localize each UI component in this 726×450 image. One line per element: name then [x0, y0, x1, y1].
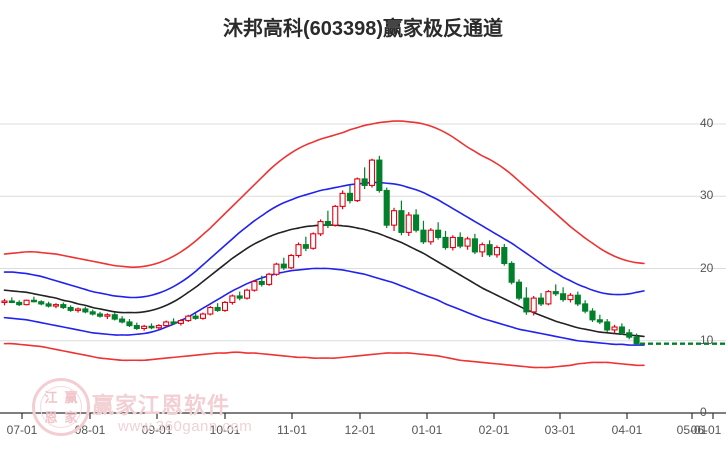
x-axis-tick-01-01: 01-01 — [411, 423, 443, 437]
x-axis-tick-02-01: 02-01 — [478, 423, 510, 437]
x-axis-tick-08-01: 08-01 — [74, 423, 106, 437]
y-axis-tick-0: 0 — [700, 405, 707, 419]
x-axis-tick-11-01: 11-01 — [277, 423, 307, 437]
gridlines — [0, 123, 726, 414]
axis-lines — [0, 412, 726, 419]
x-axis-tick-04-01: 04-01 — [611, 423, 643, 437]
candlestick-series — [1, 155, 640, 346]
channel-band-lines — [3, 120, 645, 369]
x-axis-tick-07-01: 07-01 — [6, 423, 38, 437]
y-axis-tick-10: 10 — [700, 332, 714, 347]
x-axis-tick-06-01: 06-01 — [690, 423, 722, 437]
page-title: 沐邦高科(603398)赢家极反通道 — [222, 18, 504, 40]
y-axis-tick-30: 30 — [700, 188, 714, 203]
x-axis-tick-10-01: 10-01 — [209, 423, 241, 437]
y-axis-tick-20: 20 — [700, 260, 714, 275]
x-axis-tick-12-01: 12-01 — [344, 423, 376, 437]
x-axis-tick-03-01: 03-01 — [544, 423, 576, 437]
x-axis-tick-09-01: 09-01 — [141, 423, 173, 437]
x-axis-tick-05-01: 05-01 — [676, 423, 708, 437]
y-axis-tick-40: 40 — [700, 116, 714, 130]
